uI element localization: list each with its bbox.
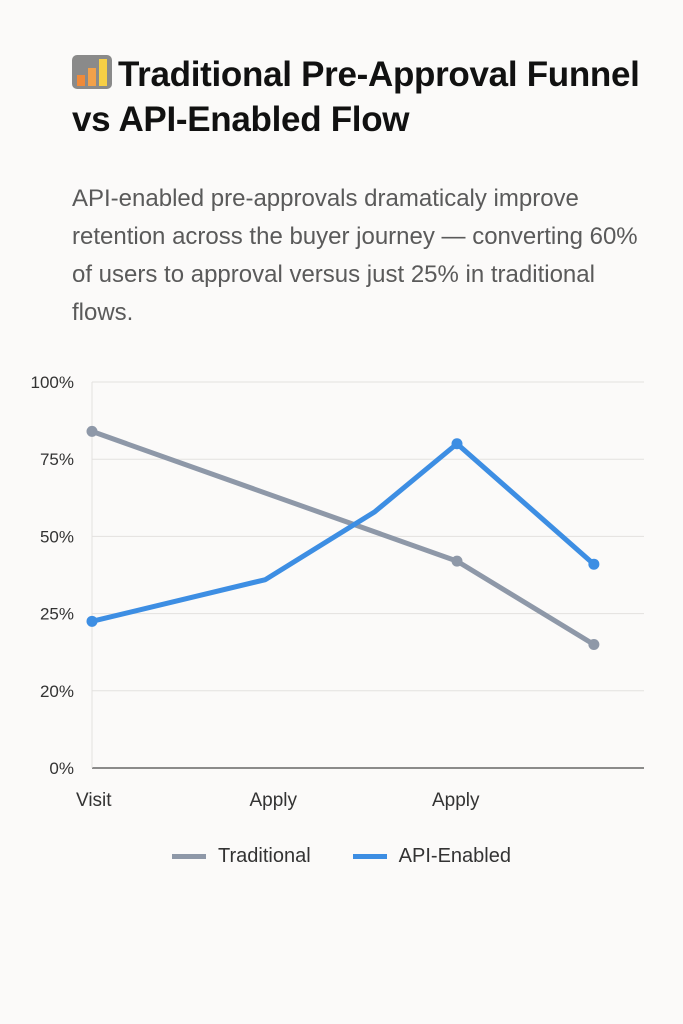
legend-swatch-traditional: [172, 854, 207, 859]
legend-item-api-enabled[interactable]: API-Enabled: [352, 845, 511, 868]
y-tick-label: 50%: [40, 527, 74, 546]
legend-swatch-api-enabled: [352, 854, 387, 859]
grid-lines: [91, 381, 644, 769]
chart-title-text: Traditional Pre-Approval Funnel vs API-E…: [72, 55, 640, 139]
legend-item-traditional[interactable]: Traditional: [172, 845, 311, 868]
y-axis-ticks: 0% 20% 25% 50% 75% 100%: [31, 373, 74, 778]
data-point-traditional: [588, 638, 600, 650]
y-tick-label: 0%: [49, 759, 74, 778]
data-point-traditional: [451, 555, 463, 567]
x-tick-label: Visit: [76, 790, 112, 811]
x-axis-ticks: Visit Apply Apply: [76, 790, 480, 811]
series-line-api-enabled: [89, 441, 597, 624]
y-tick-label: 20%: [40, 682, 74, 701]
series-lines: [86, 425, 600, 650]
y-tick-label: 25%: [40, 605, 74, 624]
legend-label-api-enabled: API-Enabled: [398, 845, 511, 867]
x-tick-label: Apply: [250, 790, 298, 811]
data-point-api-enabled: [588, 558, 600, 570]
bar-chart-icon: [72, 55, 112, 89]
chart-subtitle: API-enabled pre-approvals dramaticaly im…: [72, 185, 638, 326]
legend: Traditional API-Enabled: [0, 845, 683, 868]
data-point-traditional: [86, 425, 98, 437]
chart-title: Traditional Pre-Approval Funnel vs API-E…: [72, 52, 672, 142]
x-tick-label: Apply: [432, 790, 480, 811]
y-tick-label: 100%: [31, 373, 74, 392]
line-chart: 0% 20% 25% 50% 75% 100% Visit Apply Apply: [31, 373, 644, 811]
data-point-api-enabled: [451, 438, 463, 450]
data-point-api-enabled: [86, 615, 98, 627]
y-tick-label: 75%: [40, 450, 74, 469]
series-line-traditional: [89, 428, 597, 647]
legend-label-traditional: Traditional: [218, 845, 311, 867]
